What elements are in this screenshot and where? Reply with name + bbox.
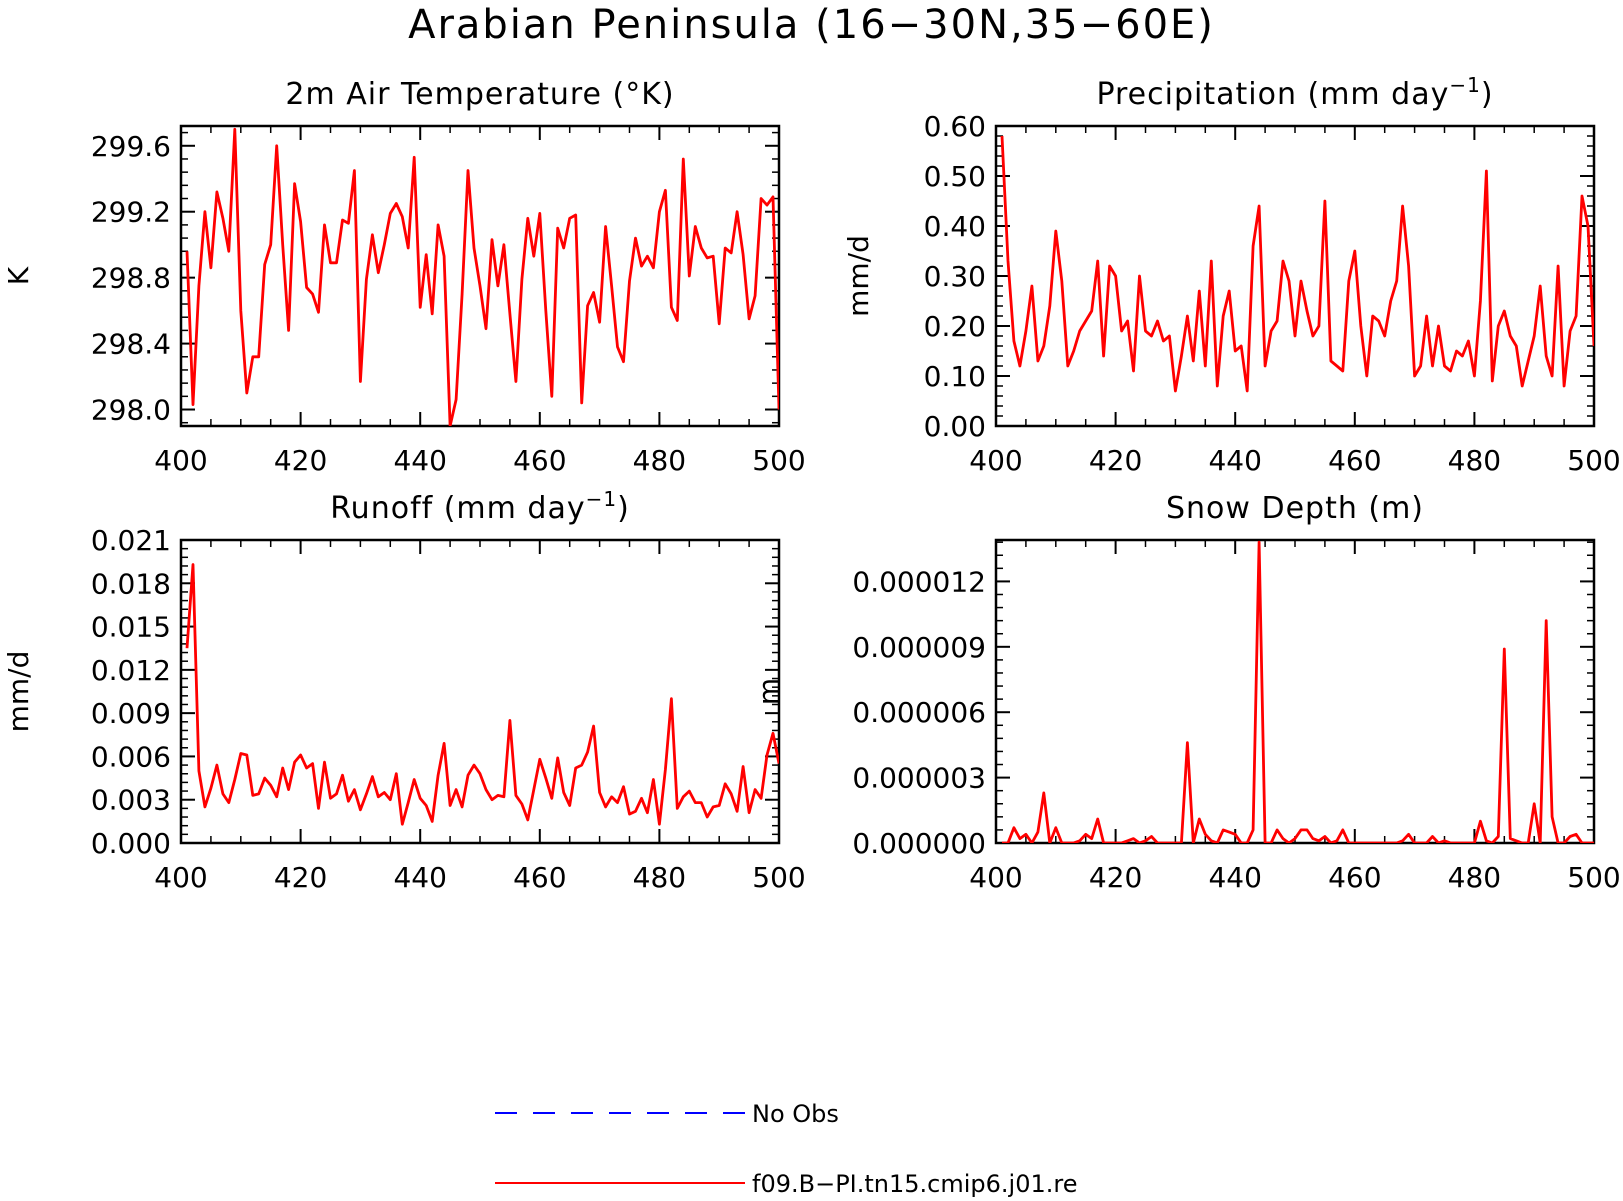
x-tick-label: 440	[1208, 444, 1261, 477]
y-tick-label: 299.6	[91, 130, 171, 163]
panel-title: Precipitation (mm day−1)	[1096, 73, 1493, 112]
x-tick-label: 460	[1328, 444, 1381, 477]
panel-title: 2m Air Temperature (°K)	[285, 77, 674, 112]
figure-title: Arabian Peninsula (16−30N,35−60E)	[408, 2, 1215, 48]
panel-title: Snow Depth (m)	[1166, 491, 1424, 526]
legend-label-2: f09.B−PI.tn15.cmip6.j01.re	[752, 1170, 1077, 1198]
y-axis-label: m	[752, 678, 785, 705]
y-tick-label: 0.000	[91, 827, 171, 860]
y-axis-label: K	[2, 266, 35, 285]
x-tick-label: 480	[633, 444, 686, 477]
x-tick-label: 420	[274, 444, 327, 477]
y-tick-label: 299.2	[91, 196, 171, 229]
y-tick-label: 298.0	[91, 394, 171, 427]
x-tick-label: 400	[154, 444, 207, 477]
y-tick-label: 0.000006	[852, 696, 986, 729]
x-tick-label: 480	[1448, 444, 1501, 477]
x-tick-label: 400	[969, 444, 1022, 477]
y-tick-label: 0.006	[91, 740, 171, 773]
y-tick-label: 0.021	[91, 524, 171, 557]
x-tick-label: 500	[1567, 861, 1620, 894]
legend-label-1: No Obs	[752, 1100, 839, 1128]
legend: No Obs f09.B−PI.tn15.cmip6.j01.re	[495, 1100, 1077, 1198]
x-tick-label: 460	[513, 861, 566, 894]
y-axis-label: mm/d	[2, 651, 35, 733]
series-line	[185, 127, 779, 426]
x-tick-label: 460	[1328, 861, 1381, 894]
x-tick-label: 420	[1089, 444, 1142, 477]
y-tick-label: 0.10	[924, 360, 986, 393]
panel-3: Runoff (mm day−1) 400 420 440 460 480 500 0.000…	[2, 487, 806, 894]
x-tick-label: 500	[1567, 444, 1620, 477]
panel-title: Runoff (mm day−1)	[330, 487, 630, 526]
x-tick-label: 440	[393, 444, 446, 477]
x-tick-label: 500	[752, 444, 805, 477]
x-tick-label: 440	[393, 861, 446, 894]
series-line	[1000, 135, 1594, 393]
y-tick-label: 0.000003	[852, 762, 986, 795]
x-tick-label: 460	[513, 444, 566, 477]
x-tick-label: 440	[1208, 861, 1261, 894]
y-tick-label: 0.009	[91, 697, 171, 730]
y-tick-label: 0.50	[924, 160, 986, 193]
x-tick-label: 480	[633, 861, 686, 894]
y-tick-label: 0.003	[91, 784, 171, 817]
y-tick-label: 0.000009	[852, 631, 986, 664]
x-tick-label: 400	[969, 861, 1022, 894]
y-tick-label: 0.000000	[852, 827, 986, 860]
y-axis-label: mm/d	[842, 235, 875, 317]
y-tick-label: 0.015	[91, 611, 171, 644]
y-tick-label: 0.20	[924, 310, 986, 343]
series-line	[185, 563, 779, 826]
x-tick-label: 420	[1089, 861, 1142, 894]
x-tick-label: 500	[752, 861, 805, 894]
panel-2: Precipitation (mm day−1) 400 420 440 460 480 5…	[842, 73, 1621, 477]
y-tick-label: 0.000012	[852, 565, 986, 598]
panel-1: 2m Air Temperature (°K) 400 420 440 460 480 50…	[2, 77, 806, 477]
y-tick-label: 298.4	[91, 328, 171, 361]
y-tick-label: 0.60	[924, 110, 986, 143]
y-tick-label: 0.00	[924, 410, 986, 443]
x-tick-label: 420	[274, 861, 327, 894]
y-tick-label: 0.40	[924, 210, 986, 243]
plot-frame	[994, 124, 1596, 428]
y-tick-label: 0.30	[924, 260, 986, 293]
y-tick-label: 0.012	[91, 654, 171, 687]
y-tick-label: 0.018	[91, 567, 171, 600]
series-line	[1002, 540, 1594, 843]
x-tick-label: 480	[1448, 861, 1501, 894]
x-tick-label: 400	[154, 861, 207, 894]
plot-frame	[179, 538, 781, 845]
panel-4: Snow Depth (m) 400 420 440 460 480 500 0.000000…	[752, 491, 1621, 894]
y-tick-label: 298.8	[91, 262, 171, 295]
